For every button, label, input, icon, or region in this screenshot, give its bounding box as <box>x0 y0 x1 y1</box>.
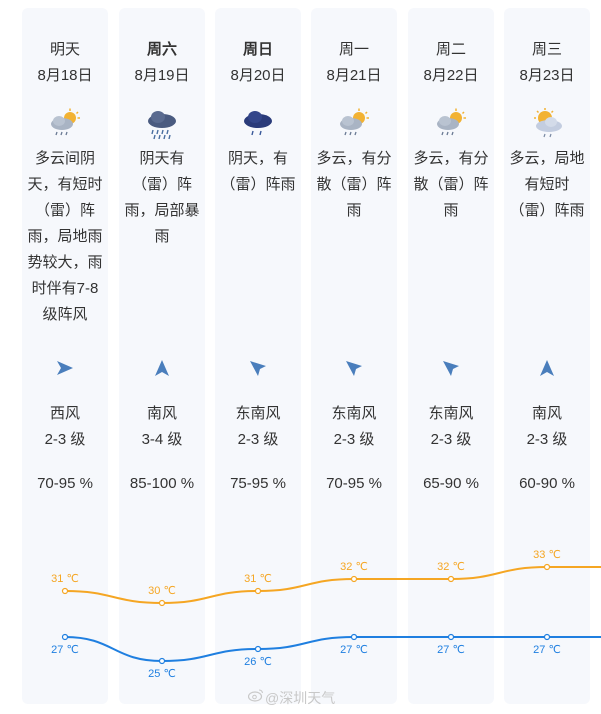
humidity-range: 75-95 % <box>230 475 286 492</box>
forecast-day-column: 周三 8月23日 多云，局地有短时（雷）阵雨 南风 2-3 级 60-90 % <box>504 8 590 704</box>
date-label: 8月22日 <box>423 67 479 84</box>
day-label: 周六 <box>146 41 177 58</box>
wind-arrow-northwest-icon <box>215 358 301 382</box>
weather-description: 多云，有分散（雷）阵雨 <box>413 150 489 219</box>
cloud-sun-rain-icon <box>22 108 108 152</box>
wind-level: 2-3 级 <box>44 431 86 448</box>
heavy-rain-icon <box>119 108 205 152</box>
day-label: 周二 <box>435 41 466 58</box>
rain-cloud-icon <box>215 108 301 152</box>
forecast-day-column: 周日 8月20日 阴天，有（雷）阵雨 东南风 2-3 级 75-95 % <box>215 8 301 704</box>
forecast-day-column: 周二 8月22日 多云，有分散（雷）阵雨 东南风 2-3 级 65-90 % <box>408 8 494 704</box>
weather-description: 多云间阴天，有短时（雷）阵雨，局地雨势较大，雨时伴有7-8级阵风 <box>27 150 103 323</box>
sun-cloud-rain-icon <box>504 108 590 152</box>
wind-direction: 南风 <box>146 405 177 422</box>
humidity-range: 60-90 % <box>519 475 575 492</box>
forecast-day-column: 周六 8月19日 阴天有（雷）阵雨，局部暴雨 南风 3-4 级 85-100 % <box>119 8 205 704</box>
date-label: 8月23日 <box>519 67 575 84</box>
wind-arrow-north-icon <box>504 358 590 382</box>
wind-direction: 东南风 <box>428 405 474 422</box>
day-label: 周一 <box>338 41 369 58</box>
wind-arrow-northwest-icon <box>311 358 397 382</box>
wind-level: 2-3 级 <box>237 431 279 448</box>
wind-arrow-east-icon <box>22 358 108 382</box>
forecast-day-column: 明天 8月18日 多云间阴天，有短时（雷）阵雨，局地雨势较大，雨时伴有7-8级阵… <box>22 8 108 704</box>
wind-level: 3-4 级 <box>141 431 183 448</box>
date-label: 8月20日 <box>230 67 286 84</box>
weather-description: 阴天有（雷）阵雨，局部暴雨 <box>124 150 200 245</box>
weibo-icon <box>248 689 264 702</box>
day-label: 明天 <box>49 41 80 58</box>
humidity-range: 70-95 % <box>326 475 382 492</box>
wind-level: 2-3 级 <box>430 431 472 448</box>
wind-direction: 东南风 <box>331 405 377 422</box>
humidity-range: 85-100 % <box>129 475 195 492</box>
humidity-range: 70-95 % <box>37 475 93 492</box>
weather-description: 多云，局地有短时（雷）阵雨 <box>509 150 585 219</box>
cloud-sun-rain-icon <box>311 108 397 152</box>
wind-arrow-north-icon <box>119 358 205 382</box>
day-label: 周三 <box>531 41 562 58</box>
wind-arrow-northwest-icon <box>408 358 494 382</box>
weather-description: 阴天，有（雷）阵雨 <box>220 150 296 193</box>
weather-description: 多云，有分散（雷）阵雨 <box>316 150 392 219</box>
date-label: 8月18日 <box>37 67 93 84</box>
humidity-range: 65-90 % <box>423 475 479 492</box>
date-label: 8月21日 <box>326 67 382 84</box>
wind-direction: 东南风 <box>235 405 281 422</box>
wind-direction: 南风 <box>531 405 562 422</box>
wind-level: 2-3 级 <box>333 431 375 448</box>
day-label: 周日 <box>242 41 273 58</box>
forecast-day-column: 周一 8月21日 多云，有分散（雷）阵雨 东南风 2-3 级 70-95 % <box>311 8 397 704</box>
cloud-sun-rain-icon <box>408 108 494 152</box>
wind-level: 2-3 级 <box>526 431 568 448</box>
date-label: 8月19日 <box>134 67 190 84</box>
wind-direction: 西风 <box>49 405 80 422</box>
watermark-text: @深圳天气 <box>265 690 336 706</box>
